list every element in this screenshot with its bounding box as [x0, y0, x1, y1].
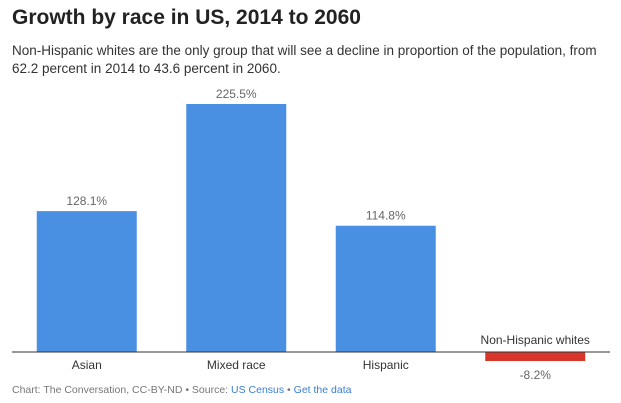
chart-subtitle: Non-Hispanic whites are the only group t…: [12, 43, 597, 76]
chart-footer: Chart: The Conversation, CC-BY-ND • Sour…: [12, 384, 351, 396]
get-data-link[interactable]: Get the data: [293, 384, 352, 396]
data-label: 114.8%: [366, 209, 406, 223]
data-label: -8.2%: [520, 368, 552, 380]
category-label: Non-Hispanic whites: [481, 333, 590, 347]
separator: • Source:: [182, 384, 232, 396]
data-label: 128.1%: [66, 194, 107, 208]
bar-chart: 128.1% Asian 225.5% Mixed race 114.8% Hispani…: [12, 87, 610, 380]
bar-hispanic[interactable]: [335, 225, 436, 352]
data-label: 225.5%: [216, 87, 257, 101]
bar-mixed-race[interactable]: [186, 104, 287, 352]
category-label: Hispanic: [363, 358, 409, 372]
bar-non-hispanic-whites[interactable]: [485, 352, 586, 362]
credit-text: Chart: The Conversation, CC-BY-ND: [12, 384, 183, 396]
bar-asian[interactable]: [36, 211, 137, 352]
category-label: Asian: [72, 358, 102, 372]
chart-title: Growth by race in US, 2014 to 2060: [12, 6, 361, 29]
category-label: Mixed race: [207, 358, 266, 372]
separator: •: [284, 384, 294, 396]
source-link[interactable]: US Census: [231, 384, 285, 396]
